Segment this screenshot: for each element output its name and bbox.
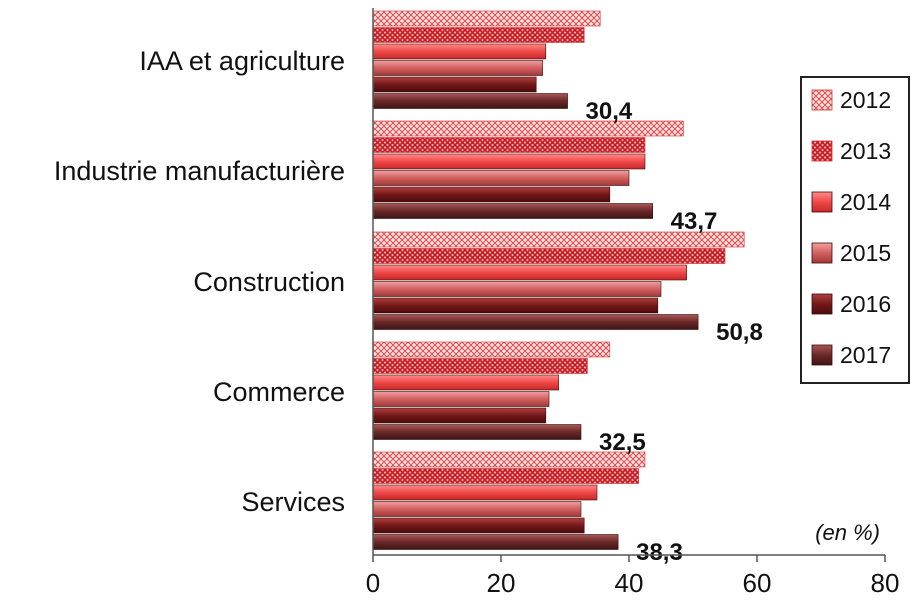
bars-layer bbox=[372, 10, 745, 550]
x-tick-label-20: 20 bbox=[487, 568, 516, 598]
legend-swatch-2015 bbox=[811, 242, 833, 264]
legend-box bbox=[800, 76, 910, 384]
category-label-industrie-manufacturiere: Industrie manufacturière bbox=[54, 156, 345, 186]
legend-swatch-2014 bbox=[811, 191, 833, 213]
bar-construction-2016 bbox=[372, 297, 659, 314]
bar-services-2015 bbox=[372, 501, 582, 517]
category-label-commerce: Commerce bbox=[213, 377, 345, 407]
bar-industrie-manufacturiere-2012 bbox=[372, 120, 684, 137]
data-label-services: 38,3 bbox=[636, 539, 683, 566]
data-labels: 30,4 43,7 50,8 32,5 38,3 bbox=[586, 98, 763, 566]
x-tick-label-40: 40 bbox=[615, 568, 644, 598]
bar-industrie-manufacturiere-2015 bbox=[372, 170, 630, 186]
unit-label: (en %) bbox=[815, 520, 880, 545]
bar-construction-2015 bbox=[372, 281, 662, 297]
legend-label-2012: 2012 bbox=[840, 87, 891, 113]
bar-industrie-manufacturiere-2013 bbox=[372, 137, 646, 153]
legend-swatch-2012 bbox=[811, 89, 833, 111]
bar-services-2017 bbox=[372, 534, 619, 550]
bar-construction-2014 bbox=[372, 264, 687, 281]
data-label-iaa-et-agriculture: 30,4 bbox=[586, 98, 633, 125]
legend-label-2013: 2013 bbox=[840, 138, 891, 164]
bar-services-2014 bbox=[372, 484, 598, 501]
bar-commerce-2014 bbox=[372, 374, 559, 391]
data-label-industrie-manufacturiere: 43,7 bbox=[671, 208, 718, 235]
legend-label-2014: 2014 bbox=[840, 189, 891, 215]
bar-industrie-manufacturiere-2017 bbox=[372, 203, 653, 219]
legend-label-2015: 2015 bbox=[840, 240, 891, 266]
x-tick-label-0: 0 bbox=[366, 568, 380, 598]
legend: 2012 2013 2014 2015 2016 2017 bbox=[800, 76, 910, 384]
x-tick-label-80: 80 bbox=[871, 568, 900, 598]
bar-industrie-manufacturiere-2016 bbox=[372, 186, 611, 203]
bar-commerce-2017 bbox=[372, 424, 582, 440]
bar-services-2016 bbox=[372, 517, 585, 534]
bar-commerce-2016 bbox=[372, 407, 547, 424]
data-label-commerce: 32,5 bbox=[599, 429, 646, 456]
bar-industrie-manufacturiere-2014 bbox=[372, 153, 646, 170]
category-label-iaa-et-agriculture: IAA et agriculture bbox=[139, 46, 345, 76]
category-label-construction: Construction bbox=[193, 267, 345, 297]
legend-label-2017: 2017 bbox=[840, 342, 891, 368]
bar-commerce-2015 bbox=[372, 391, 550, 407]
bar-iaa-et-agriculture-2017 bbox=[372, 93, 568, 109]
bar-iaa-et-agriculture-2014 bbox=[372, 43, 547, 60]
category-label-services: Services bbox=[241, 487, 345, 517]
bar-commerce-2012 bbox=[372, 341, 611, 358]
bar-construction-2013 bbox=[372, 248, 726, 264]
bar-iaa-et-agriculture-2013 bbox=[372, 27, 585, 43]
bar-iaa-et-agriculture-2012 bbox=[372, 10, 601, 27]
legend-swatch-2016 bbox=[811, 293, 833, 315]
data-label-construction: 50,8 bbox=[716, 319, 763, 346]
bar-iaa-et-agriculture-2016 bbox=[372, 76, 537, 93]
legend-swatch-2017 bbox=[811, 344, 833, 366]
x-axis-ticks: 0 20 40 60 80 bbox=[366, 555, 900, 598]
legend-label-2016: 2016 bbox=[840, 291, 891, 317]
x-tick-label-60: 60 bbox=[743, 568, 772, 598]
legend-swatch-2013 bbox=[811, 140, 833, 162]
bar-services-2013 bbox=[372, 468, 639, 484]
category-labels: IAA et agriculture Industrie manufacturiè… bbox=[54, 46, 345, 517]
bar-iaa-et-agriculture-2015 bbox=[372, 60, 543, 76]
bar-construction-2017 bbox=[372, 314, 699, 330]
bar-commerce-2013 bbox=[372, 358, 588, 374]
